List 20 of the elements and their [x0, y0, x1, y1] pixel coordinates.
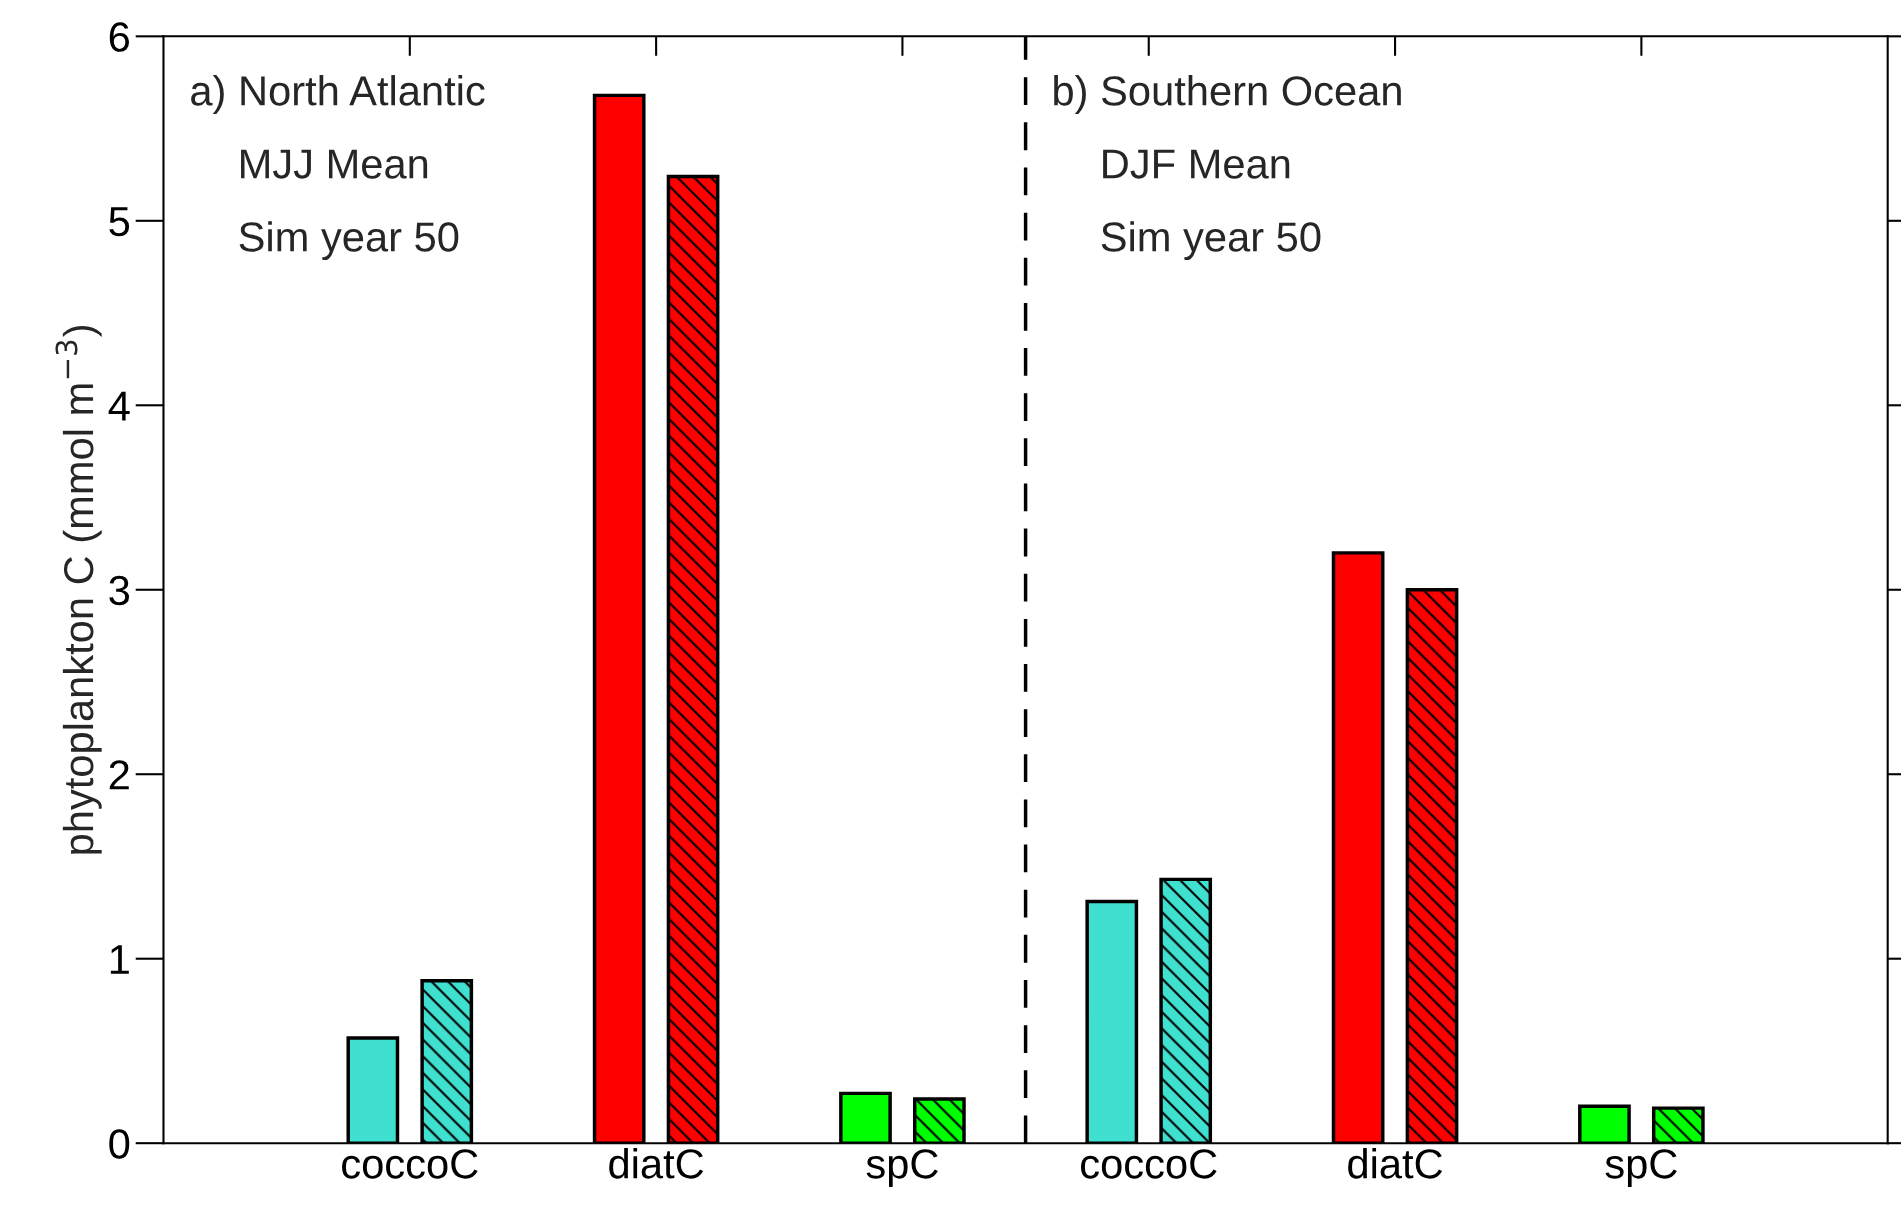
x-tick-label: coccoC [1081, 1149, 1217, 1179]
y-tick-label: 6 [109, 22, 130, 52]
annotation: DJF Mean [1103, 149, 1290, 179]
y-tick-label: 0 [109, 1129, 130, 1159]
x-tick-label: spC [1605, 1149, 1677, 1187]
y-tick-label: 2 [109, 760, 129, 790]
y-axis-title: phytoplankton C (mmol m$^{−3}$) [55, 325, 102, 854]
y-tick-label: 5 [109, 207, 130, 237]
annotation: MJJ Mean [241, 149, 428, 179]
x-tick-label: diatC [1348, 1148, 1443, 1179]
y-tick-label: 1 [110, 945, 129, 974]
x-tick-label: coccoC [342, 1149, 478, 1179]
x-tick-label: diatC [609, 1148, 704, 1179]
y-tick-label: 3 [109, 575, 130, 606]
annotation: b) Southern Ocean [1054, 75, 1401, 114]
annotation: Sim year 50 [239, 221, 459, 261]
x-tick-label: spC [866, 1149, 938, 1187]
annotation: a) North Atlantic [191, 75, 485, 114]
annotation: Sim year 50 [1101, 221, 1321, 261]
y-tick-label: 4 [108, 391, 130, 421]
